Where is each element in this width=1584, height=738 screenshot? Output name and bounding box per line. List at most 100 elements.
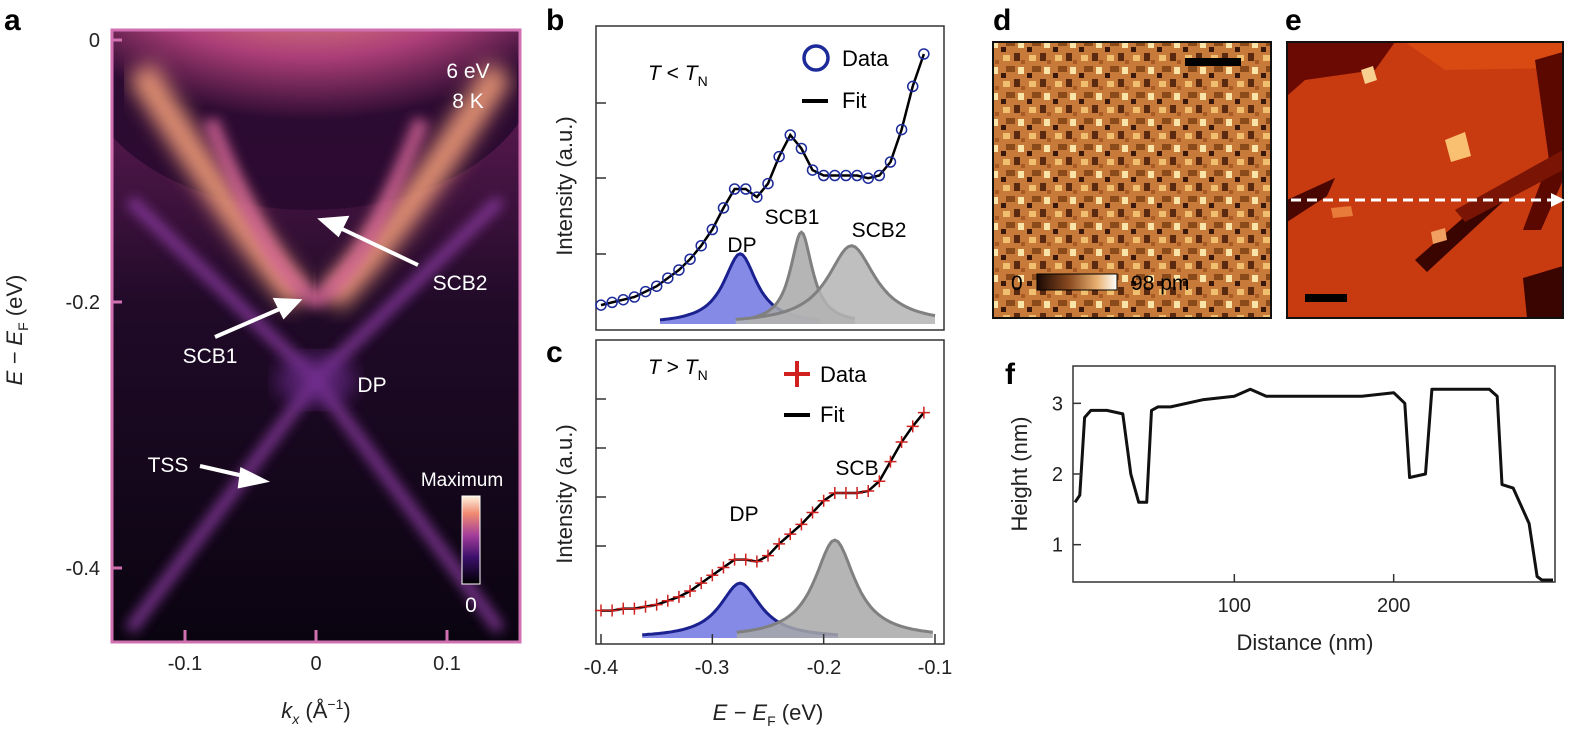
b-data-point [895,123,908,136]
y-tick-1: -0.2 [66,292,100,314]
b-data-point [784,129,797,141]
c-x-tick-3: -0.1 [918,657,952,679]
b-peak-area-1 [748,232,855,324]
b-data-point [873,169,886,182]
panel-f-frame [1072,365,1556,583]
y-tick-2: -0.4 [66,558,100,580]
c-x-tick-0: -0.4 [584,657,618,679]
b-data-point [829,169,841,182]
c-data-point [762,549,774,562]
c-peak-area-0 [642,583,839,638]
b-data-point [695,239,707,252]
c-data-point [739,553,752,566]
b-data-point [684,253,696,265]
c-data-point [617,602,630,615]
f-y-tick-label: 2 [1052,464,1063,486]
x-axis-label: kx (Å−1) [281,696,350,727]
c-data-point [817,494,830,507]
b-y-axis-label: Intensity (a.u.) [552,116,577,255]
photon-energy-label: 6 eV [446,60,489,83]
c-legend-data: Data [820,362,867,387]
height-profile-line [1073,387,1553,582]
arpes-map [112,30,520,642]
c-data-point [839,486,852,499]
colorbar-max-label: Maximum [421,470,503,491]
c-peak-scb: SCB [835,457,878,480]
b-data-point [739,183,752,195]
f-x-tick-label: 100 [1218,595,1251,617]
b-data-point [840,169,852,182]
c-y-axis-label: Intensity (a.u.) [552,424,577,563]
c-data-point [695,577,708,590]
b-data-point [606,296,618,309]
b-data-point [762,177,774,190]
c-x-tick-1: -0.3 [695,657,729,679]
x-tick-2: 0.1 [433,653,461,675]
f-y-tick-label: 1 [1052,535,1063,557]
c-data-point [895,436,908,448]
scb1-label: SCB1 [183,345,238,368]
b-peak-curve-2 [735,244,936,321]
c-peak-dp: DP [729,503,758,526]
b-data-point [650,280,663,292]
b-fit-line [600,53,926,307]
c-data-point [606,604,619,617]
c-data-point [806,506,819,519]
b-legend-fit: Fit [842,88,866,113]
b-data-point [639,285,652,298]
b-y-ticks [596,102,606,547]
b-peak-scb1: SCB1 [765,206,820,229]
panel-a: a 0 -0.2 -0.4 -0.1 0 0.1 E − EF (eV) kx … [2,4,522,727]
c-data-point [684,584,697,597]
b-peak-scb2: SCB2 [852,219,907,242]
c-legend-data-marker [784,361,810,387]
c-condition: T > TN [648,356,708,383]
c-data-point [795,518,808,531]
f-y-axis-label: Height (nm) [1007,417,1032,532]
scb2-arrow [339,226,419,267]
c-data-point [917,406,930,419]
b-legend-data-marker [802,44,830,72]
c-data-point [773,537,786,550]
b-condition: T < TN [648,62,708,89]
terrace-features [1287,42,1563,318]
band-arrows [199,215,419,489]
scb1-arrow [214,306,283,339]
panel-e-label: e [1285,4,1302,37]
b-peak-area-0 [660,253,821,324]
tss-arrowhead [237,466,271,489]
temperature-label: 8 K [452,90,484,113]
panel-e-frame [1286,41,1564,319]
b-data-point [884,156,897,168]
panel-d-frame [992,41,1272,319]
f-x-tick-label: 200 [1377,595,1410,617]
b-data-point [773,150,785,163]
b-peak-area-2 [735,245,935,324]
panel-f-label: f [1005,358,1016,391]
panel-c-frame [595,339,945,645]
profile-arrowhead [1551,193,1565,207]
x-tick-0: -0.1 [168,653,202,675]
x-tick-1: 0 [310,653,321,675]
c-data-point [750,555,763,568]
b-data-point [851,169,863,182]
b-data-point [673,264,685,276]
c-peak-curve-1 [736,538,933,634]
c-data-point [851,486,864,499]
b-data-point [751,191,763,203]
b-data-point [806,164,819,176]
c-data-point [828,486,841,499]
scb1-arrowhead [272,297,303,320]
b-data-point [595,299,607,311]
panel-c-label: c [546,336,563,369]
y-tick-0: 0 [89,30,100,52]
tss-label: TSS [148,454,189,477]
panel-a-ticks [112,38,449,642]
stm-topography-image [993,42,1271,318]
c-data-point [672,590,685,603]
b-data-point [617,293,630,306]
b-data-point [918,48,930,60]
b-data-point [706,223,719,236]
b-data-point [728,183,741,195]
c-data-point [728,553,741,566]
